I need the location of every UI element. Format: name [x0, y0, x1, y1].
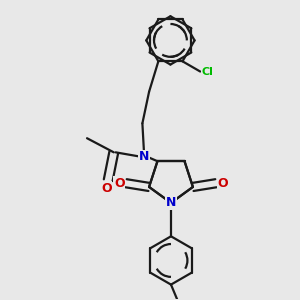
- Text: N: N: [166, 196, 176, 209]
- Text: O: O: [114, 177, 125, 190]
- Text: N: N: [139, 150, 149, 163]
- Text: O: O: [217, 177, 228, 190]
- Text: Cl: Cl: [202, 67, 214, 76]
- Text: O: O: [101, 182, 112, 195]
